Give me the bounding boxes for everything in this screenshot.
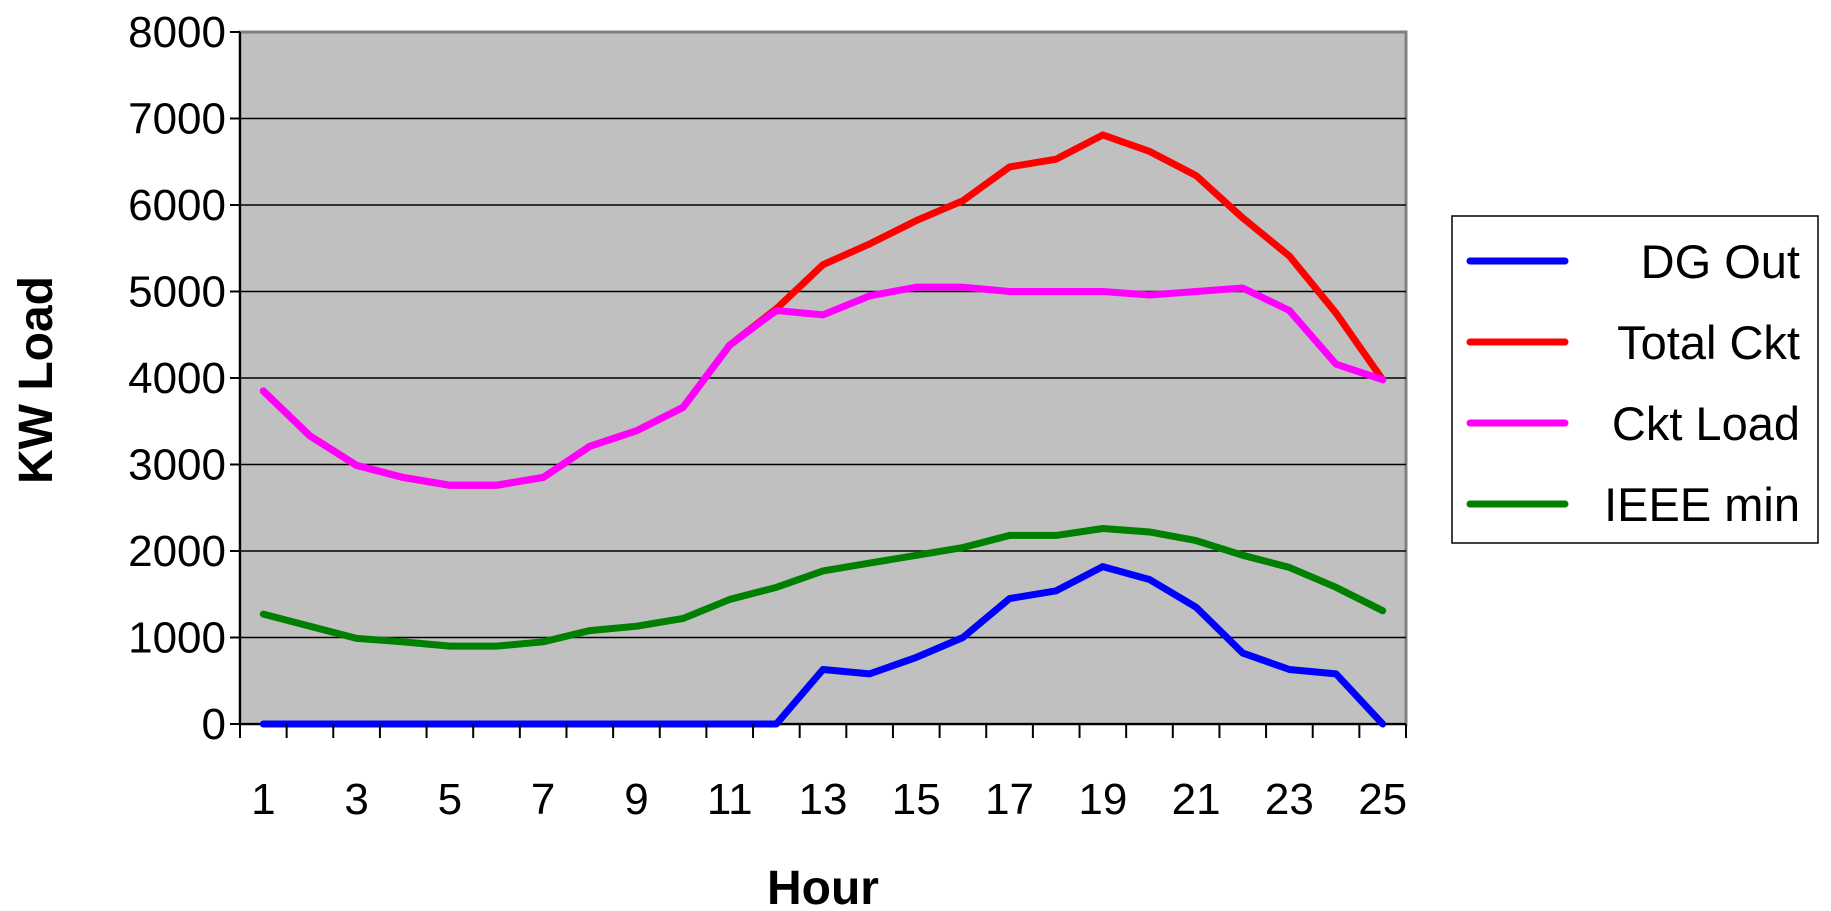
y-tick-label: 2000 bbox=[128, 527, 226, 576]
legend-label: Total Ckt bbox=[1617, 316, 1800, 369]
series-line-ieee-min bbox=[259, 525, 1387, 650]
gridlines bbox=[240, 117, 1406, 639]
y-tick-label: 3000 bbox=[128, 441, 226, 490]
y-tick-label: 8000 bbox=[128, 8, 226, 57]
x-axis-title: Hour bbox=[767, 862, 879, 911]
legend-label: IEEE min bbox=[1604, 478, 1800, 531]
x-tick-label: 17 bbox=[985, 775, 1034, 824]
x-tick-label: 15 bbox=[892, 775, 941, 824]
x-tick-label: 13 bbox=[799, 775, 848, 824]
x-tick-label: 5 bbox=[438, 775, 462, 824]
legend-label: DG Out bbox=[1641, 235, 1800, 288]
y-tick-label: 7000 bbox=[128, 95, 226, 144]
x-tick-label: 11 bbox=[707, 775, 753, 824]
y-tick-label: 4000 bbox=[128, 354, 226, 403]
series-line-dg-out bbox=[259, 563, 1387, 728]
legend-label: Ckt Load bbox=[1612, 397, 1800, 450]
x-tick-label: 9 bbox=[624, 775, 648, 824]
x-tick-label: 21 bbox=[1172, 775, 1221, 824]
y-tick-label: 6000 bbox=[128, 181, 226, 230]
x-tick-label: 7 bbox=[531, 775, 555, 824]
x-tick-label: 23 bbox=[1265, 775, 1314, 824]
x-tick-label: 1 bbox=[251, 775, 275, 824]
y-tick-label: 5000 bbox=[128, 268, 226, 317]
legend: DG Out Total Ckt Ckt Load IEEE min bbox=[1451, 215, 1819, 544]
y-tick-label: 0 bbox=[202, 700, 226, 749]
x-axis-ticks: 1 3 5 7 9 11 13 15 17 19 21 23 25 bbox=[239, 724, 1407, 824]
y-axis-ticks: 0 1000 2000 3000 4000 5000 6000 7000 8000 bbox=[128, 8, 240, 749]
y-axis-title: KW Load bbox=[10, 276, 63, 484]
y-tick-label: 1000 bbox=[128, 614, 226, 663]
series-lines bbox=[259, 131, 1387, 728]
x-tick-label: 25 bbox=[1358, 775, 1407, 824]
series-line-ckt-load bbox=[259, 283, 1387, 489]
legend-box bbox=[1451, 215, 1819, 544]
x-tick-label: 3 bbox=[344, 775, 368, 824]
x-tick-label: 19 bbox=[1078, 775, 1127, 824]
